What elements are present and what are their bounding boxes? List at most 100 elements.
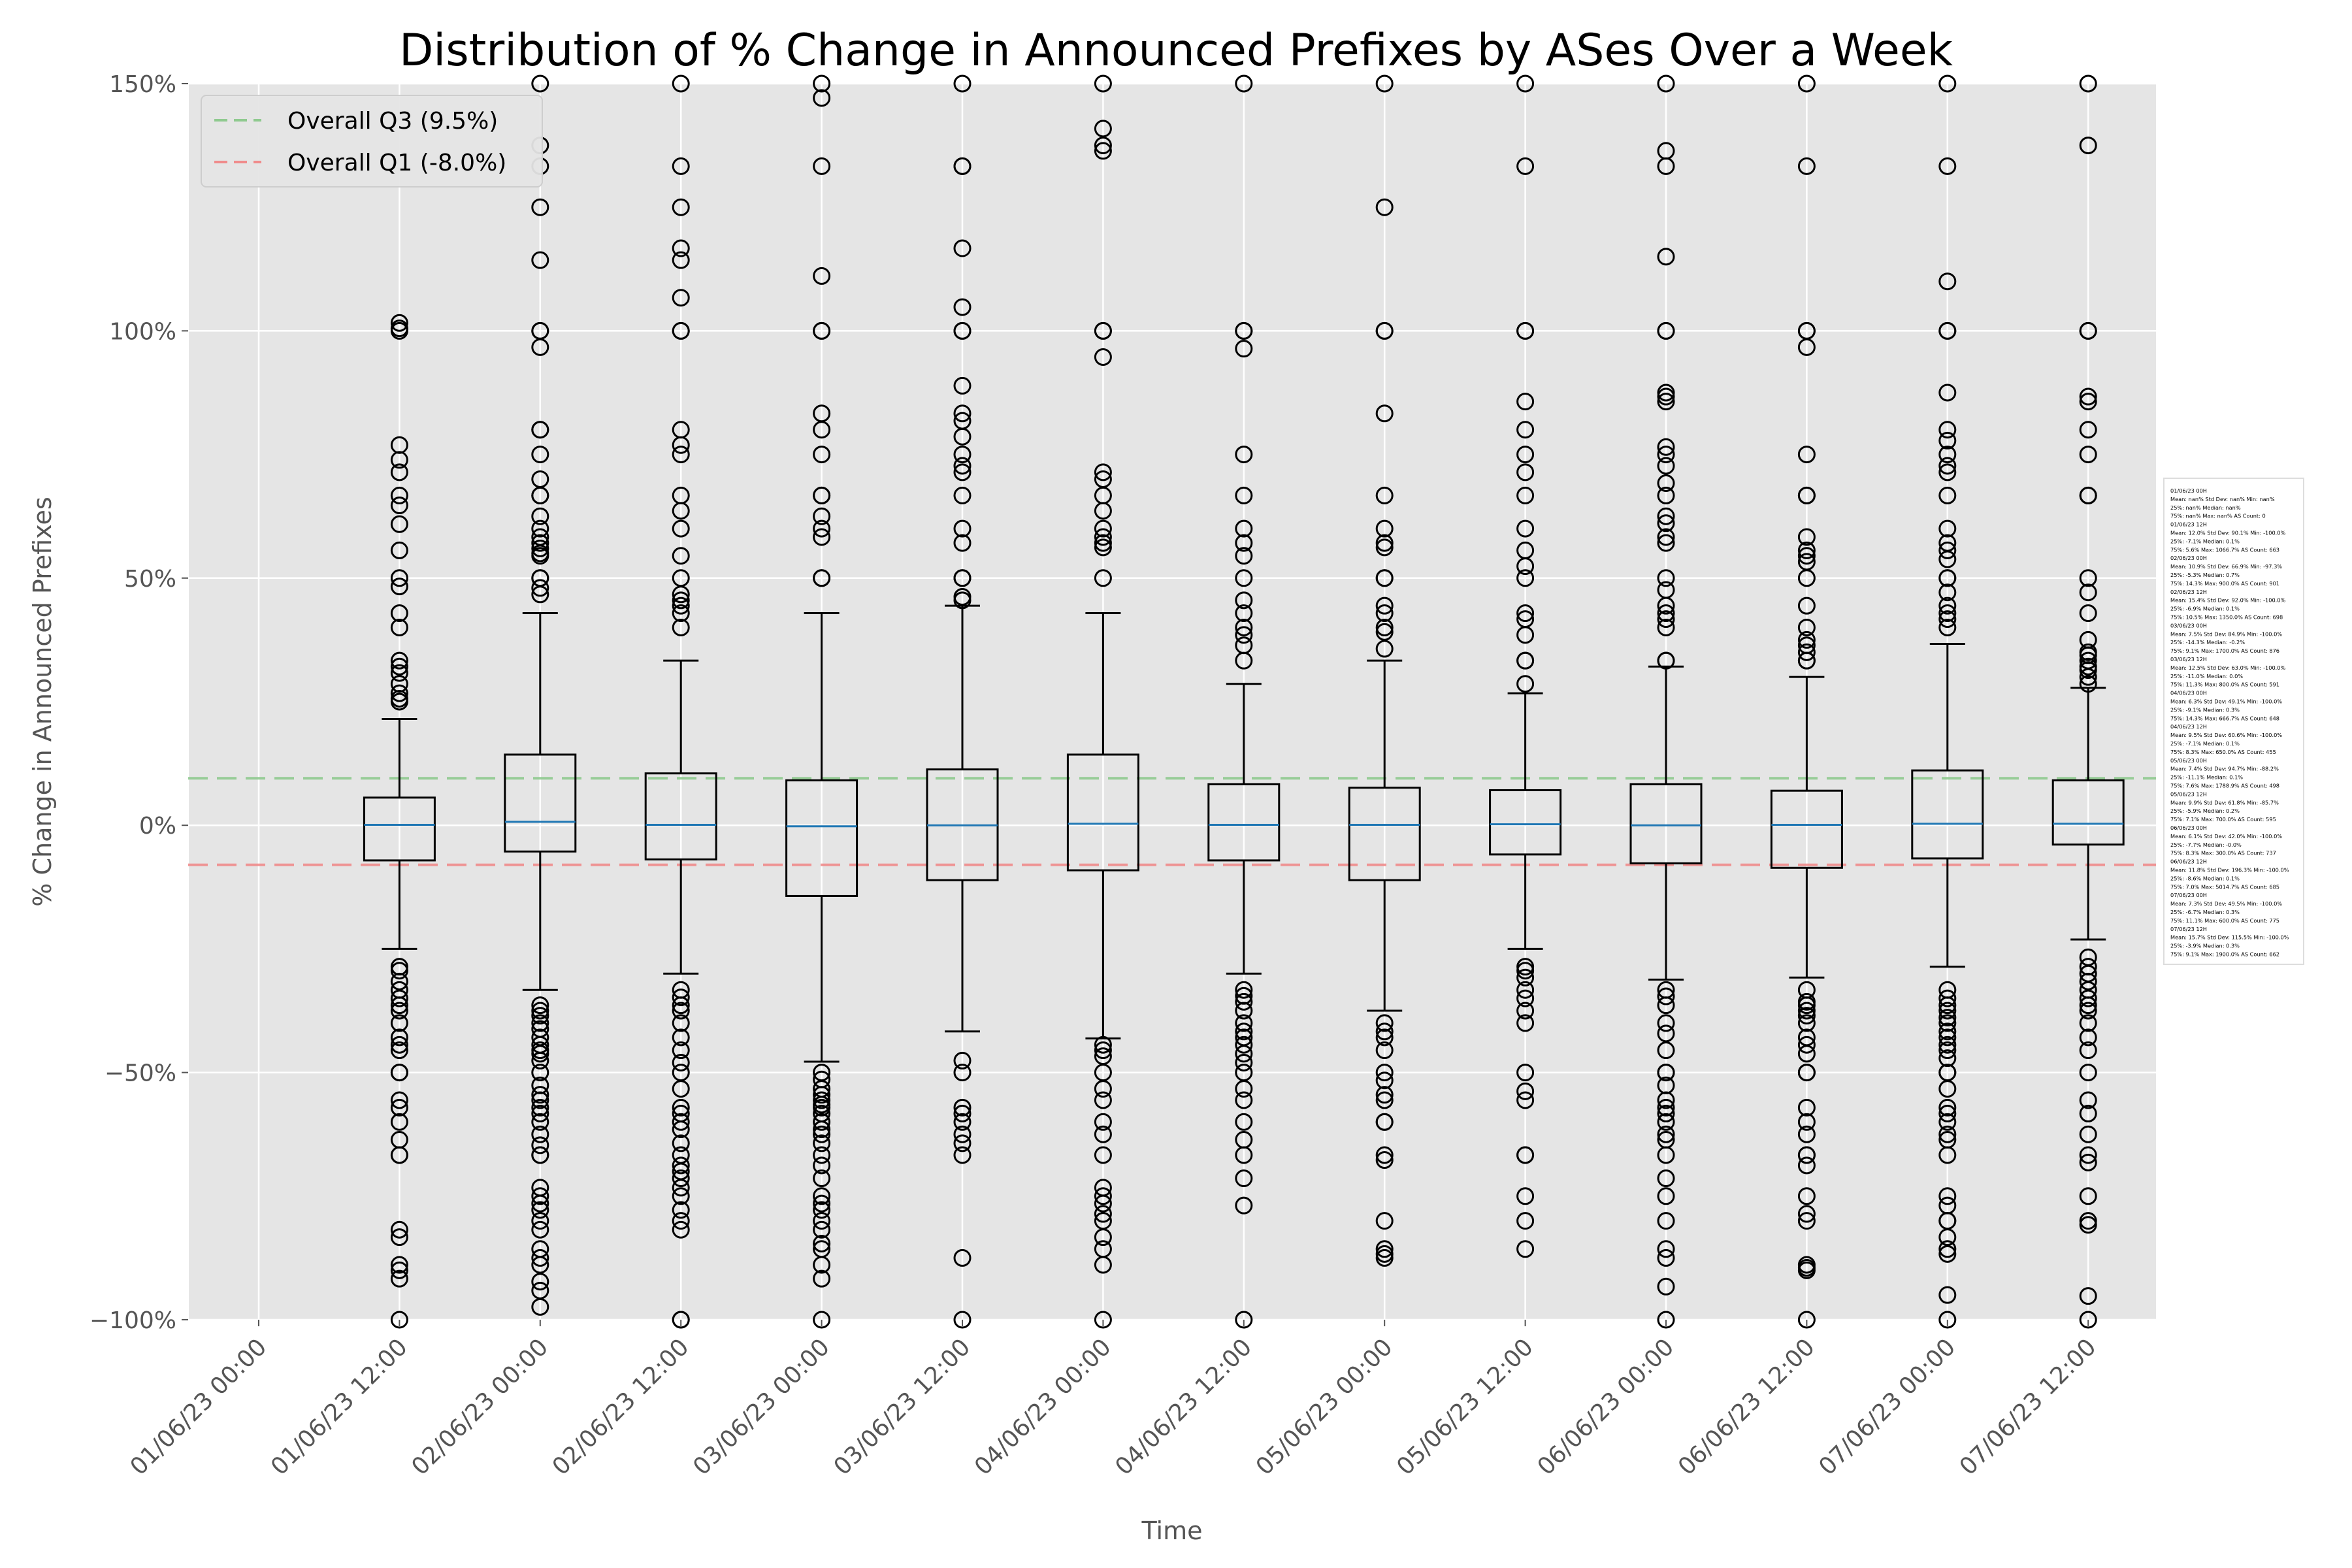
- outlier-point: [1235, 547, 1253, 565]
- outlier-point: [2079, 486, 2097, 504]
- outlier-point: [2079, 1002, 2097, 1020]
- stats-line: 04/06/23 12H: [2170, 723, 2207, 730]
- outlier-point: [1938, 457, 1957, 475]
- outlier-point: [1797, 74, 1816, 93]
- outlier-point: [672, 1120, 690, 1139]
- outlier-point: [1797, 157, 1816, 175]
- outlier-point: [1516, 604, 1535, 623]
- y-axis-label: % Change in Announced Prefixes: [28, 497, 57, 906]
- outlier-point: [1516, 569, 1535, 587]
- outlier-point: [531, 1113, 549, 1131]
- outlier-point: [813, 1194, 831, 1213]
- outlier-point: [953, 239, 972, 257]
- x-tick-label: 07/06/23 12:00: [1955, 1333, 2102, 1480]
- outlier-point: [672, 1201, 690, 1219]
- outlier-point: [1797, 486, 1816, 504]
- outlier-point: [1657, 1104, 1675, 1122]
- outlier-point: [1375, 1146, 1394, 1164]
- outlier-point: [1657, 157, 1675, 175]
- outlier-point: [2079, 583, 2097, 602]
- chart-title: Distribution of % Change in Announced Pr…: [399, 25, 1953, 76]
- x-tick-label: 05/06/23 12:00: [1392, 1333, 1539, 1480]
- stats-line: Mean: 15.7% Std Dev: 115.5% Min: -100.0%: [2170, 934, 2289, 941]
- stats-line: Mean: 6.3% Std Dev: 49.1% Min: -100.0%: [2170, 698, 2282, 705]
- outlier-point: [1938, 421, 1957, 439]
- outlier-point: [1657, 1014, 1675, 1032]
- outlier-point: [390, 651, 408, 670]
- outlier-point: [1797, 1146, 1816, 1164]
- outlier-point: [1375, 1064, 1394, 1082]
- outlier-point: [1938, 1049, 1957, 1068]
- stats-box: 01/06/23 00H Mean: nan% Std Dev: nan% Mi…: [2163, 478, 2304, 965]
- outlier-point: [1094, 463, 1112, 482]
- outlier-point: [390, 972, 408, 990]
- stats-line: 75%: 7.1% Max: 700.0% AS Count: 595: [2170, 816, 2276, 823]
- outlier-point: [1797, 1311, 1816, 1329]
- outlier-point: [1235, 1080, 1253, 1098]
- box-iqr: [1066, 753, 1139, 872]
- outlier-point: [953, 157, 972, 175]
- outlier-point: [2079, 1311, 2097, 1329]
- outlier-point: [1657, 996, 1675, 1015]
- outlier-point: [1938, 321, 1957, 340]
- stats-box-frame: [2163, 478, 2304, 965]
- outlier-point: [1657, 514, 1675, 532]
- outlier-point: [1235, 321, 1253, 340]
- outlier-point: [1797, 596, 1816, 615]
- outlier-point: [953, 427, 972, 446]
- outlier-point: [390, 463, 408, 482]
- stats-line: Mean: 7.3% Std Dev: 49.5% Min: -100.0%: [2170, 900, 2282, 907]
- stats-line: 03/06/23 12H: [2170, 656, 2207, 662]
- box-7: [1207, 74, 1281, 1329]
- outlier-point: [531, 1256, 549, 1274]
- outlier-point: [1094, 1205, 1112, 1223]
- box-9: [1489, 74, 1562, 1258]
- outlier-point: [1797, 1064, 1816, 1082]
- outlier-point: [2079, 569, 2097, 587]
- outlier-point: [1938, 541, 1957, 559]
- outlier-point: [1657, 507, 1675, 525]
- outlier-point: [953, 1064, 972, 1082]
- outlier-point: [390, 962, 408, 980]
- outlier-point: [1375, 569, 1394, 587]
- outlier-point: [1657, 1024, 1675, 1043]
- outlier-point: [2079, 321, 2097, 340]
- outlier-point: [1516, 463, 1535, 482]
- box-6: [1066, 74, 1139, 1329]
- outlier-point: [1516, 626, 1535, 644]
- outlier-point: [672, 1014, 690, 1032]
- outlier-point: [531, 1014, 549, 1032]
- outlier-point: [1938, 1036, 1957, 1054]
- outlier-point: [531, 996, 549, 1015]
- outlier-point: [813, 1220, 831, 1239]
- outlier-point: [2079, 1287, 2097, 1305]
- outlier-point: [813, 421, 831, 439]
- y-tick-label: −50%: [105, 1060, 176, 1087]
- stats-line: 25%: -3.9% Median: 0.3%: [2170, 943, 2240, 949]
- outlier-point: [1516, 157, 1535, 175]
- box-iqr: [1629, 783, 1703, 864]
- stats-line: Mean: 9.9% Std Dev: 61.8% Min: -85.7%: [2170, 799, 2279, 806]
- outlier-point: [672, 239, 690, 257]
- outlier-point: [1235, 340, 1253, 358]
- stats-line: 05/06/23 00H: [2170, 757, 2207, 764]
- outlier-point: [672, 1220, 690, 1239]
- outlier-point: [1657, 1146, 1675, 1164]
- outlier-point: [390, 541, 408, 559]
- outlier-point: [1516, 557, 1535, 576]
- outlier-point: [1094, 74, 1112, 93]
- outlier-point: [2079, 972, 2097, 990]
- outlier-point: [390, 1091, 408, 1109]
- outlier-point: [390, 604, 408, 623]
- outlier-point: [1938, 583, 1957, 602]
- outlier-point: [390, 497, 408, 515]
- outlier-point: [390, 1098, 408, 1117]
- outlier-point: [1657, 1098, 1675, 1117]
- box-iqr: [1770, 789, 1843, 869]
- outlier-point: [390, 1220, 408, 1239]
- outlier-point: [1657, 1041, 1675, 1060]
- stats-line: 06/06/23 12H: [2170, 858, 2207, 865]
- outlier-point: [953, 404, 972, 423]
- outlier-point: [813, 1113, 831, 1131]
- outlier-point: [1094, 1113, 1112, 1131]
